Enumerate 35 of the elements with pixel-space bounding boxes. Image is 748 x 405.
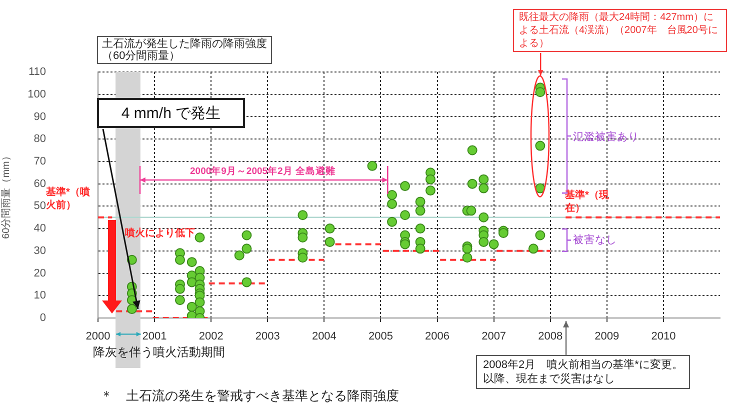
y-tick-label: 50 bbox=[34, 200, 46, 212]
y-tick-label: 30 bbox=[34, 244, 46, 257]
annotation: 基準*（現在） bbox=[565, 189, 610, 215]
text: 2008年2月 噴火前相当の基準*に変更。以降、現在まで災害はなし bbox=[476, 355, 690, 389]
x-tick-label: 2008 bbox=[538, 330, 563, 343]
y-tick-label: 20 bbox=[34, 267, 46, 280]
x-tick-label: 2002 bbox=[198, 330, 224, 343]
y-axis-title: 60分間雨量（mm） bbox=[0, 151, 12, 239]
band-label: 降灰を伴う噴火活動期間 bbox=[93, 344, 225, 361]
y-tick-label: 90 bbox=[34, 110, 46, 123]
x-tick-label: 2007 bbox=[482, 330, 506, 343]
annotation: 被害なし bbox=[573, 233, 617, 247]
annotation: 氾濫被害あり bbox=[573, 130, 639, 144]
y-tick-label: 110 bbox=[28, 66, 46, 78]
x-tick-label: 2000 bbox=[86, 330, 110, 343]
y-tick-label: 60 bbox=[34, 178, 46, 190]
x-tick-label: 2001 bbox=[142, 330, 167, 343]
x-tick-label: 2010 bbox=[651, 330, 676, 343]
y-tick-label: 100 bbox=[28, 88, 46, 100]
x-tick-label: 2003 bbox=[255, 330, 280, 343]
y-tick-label: 80 bbox=[34, 133, 46, 146]
x-tick-label: 2004 bbox=[312, 330, 336, 343]
text: ＊ 土石流の発生を警戒すべき基準となる降雨強度 bbox=[100, 387, 399, 405]
y-tick-label: 40 bbox=[34, 222, 46, 235]
y-tick-label: 0 bbox=[40, 312, 46, 324]
text: 土石流が発生した降雨の降雨強度（60分間雨量） bbox=[97, 36, 272, 64]
y-tick-label: 10 bbox=[34, 290, 46, 302]
text: 既往最大の降雨（最大24時間：427mm）による土石流（4渓流）（2007年 台風20号による） bbox=[513, 9, 727, 52]
annotation: 2000年9月～2005年2月 全島避難 bbox=[190, 165, 336, 178]
annotation: 噴火により低下 bbox=[125, 226, 195, 240]
x-tick-label: 2005 bbox=[368, 330, 393, 343]
y-tick-label: 70 bbox=[34, 155, 46, 168]
x-tick-label: 2009 bbox=[594, 330, 620, 343]
text: 基準*（噴火前） bbox=[46, 186, 91, 212]
x-tick-label: 2006 bbox=[425, 330, 450, 343]
